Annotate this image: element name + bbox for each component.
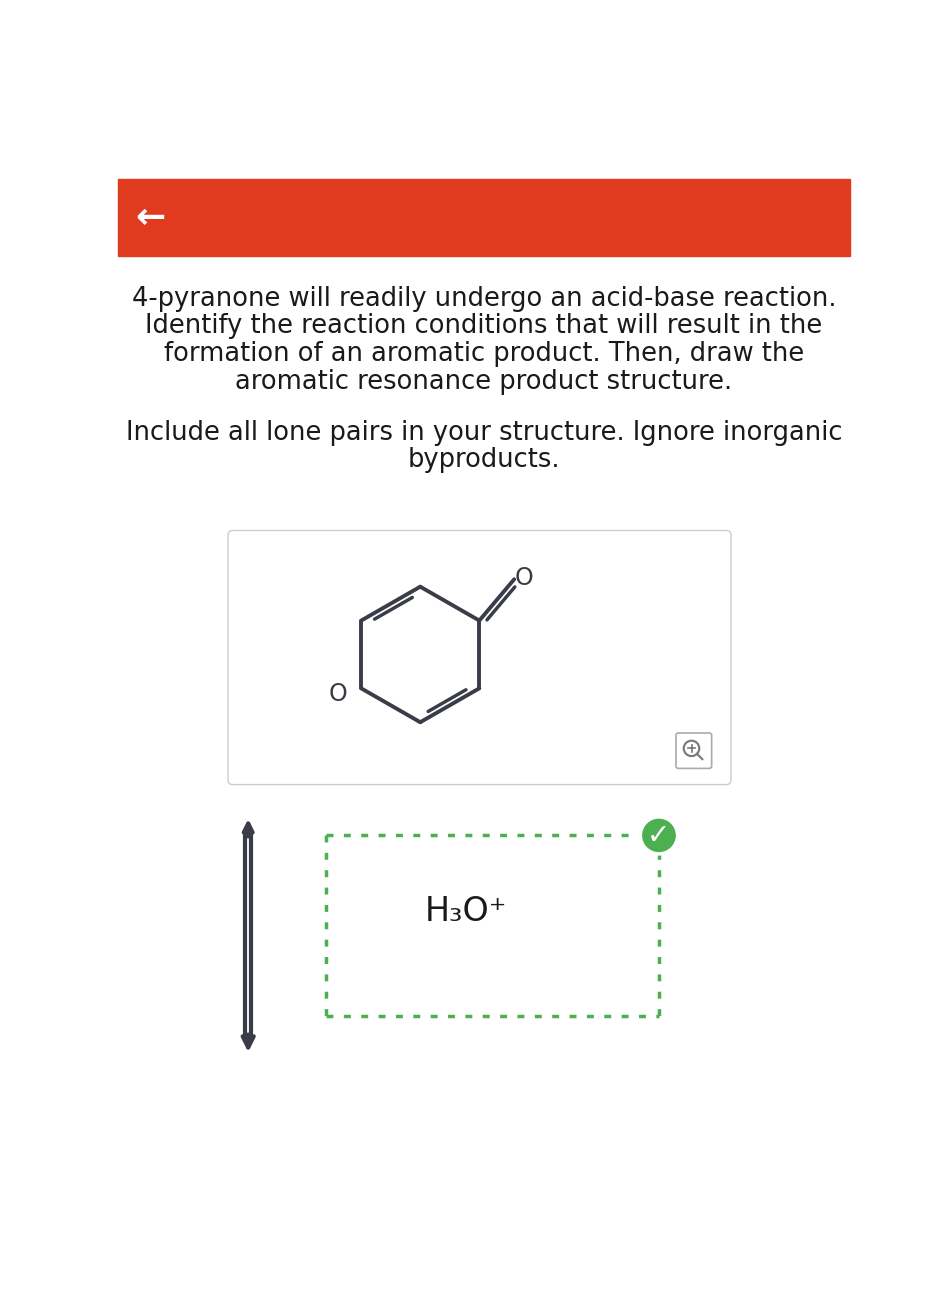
Text: aromatic resonance product structure.: aromatic resonance product structure. [235, 368, 733, 394]
Text: Identify the reaction conditions that will result in the: Identify the reaction conditions that wi… [145, 313, 822, 339]
Text: byproducts.: byproducts. [408, 447, 560, 473]
Text: 4-pyranone will readily undergo an acid-base reaction.: 4-pyranone will readily undergo an acid-… [131, 285, 836, 312]
Text: H₃O⁺: H₃O⁺ [425, 896, 507, 928]
Circle shape [640, 817, 678, 853]
Text: formation of an aromatic product. Then, draw the: formation of an aromatic product. Then, … [163, 341, 804, 367]
Text: ✓: ✓ [648, 822, 670, 851]
Text: ←: ← [135, 201, 166, 235]
Text: Include all lone pairs in your structure. Ignore inorganic: Include all lone pairs in your structure… [126, 419, 842, 446]
Text: O: O [514, 565, 533, 589]
Bar [118, 179, 850, 256]
FancyBboxPatch shape [676, 732, 712, 768]
FancyBboxPatch shape [228, 530, 731, 785]
Text: O: O [329, 682, 347, 706]
